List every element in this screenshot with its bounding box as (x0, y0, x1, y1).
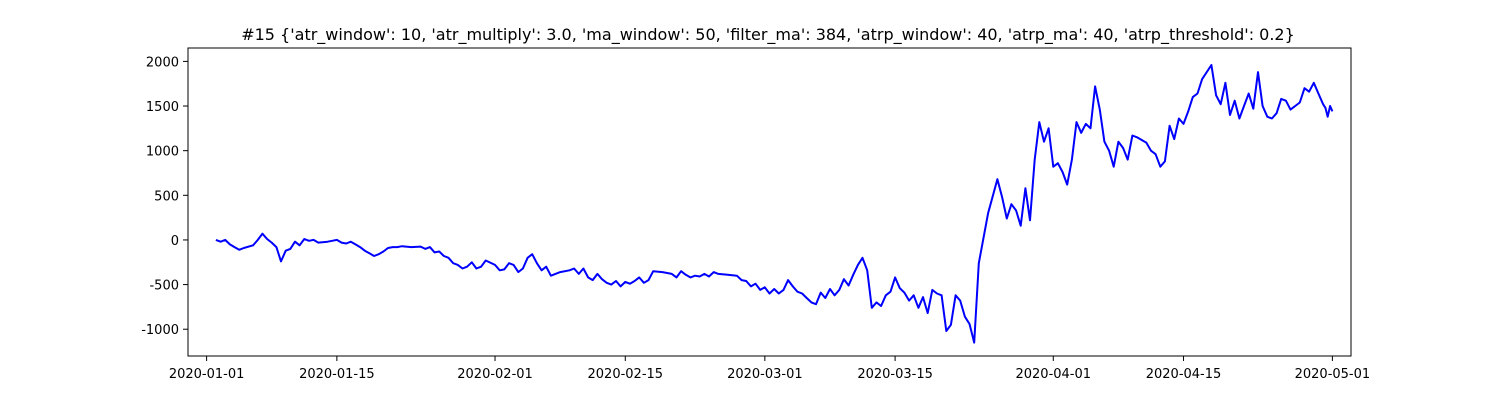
y-tick-label: 1000 (146, 145, 179, 160)
y-tick-label: 2000 (146, 55, 179, 70)
x-tick-label: 2020-04-15 (1146, 367, 1222, 382)
x-tick-label: 2020-01-15 (299, 367, 375, 382)
y-tick-label: 0 (171, 234, 179, 249)
x-axis: 2020-01-01 2020-01-15 2020-02-01 2020-02-15… (169, 356, 1370, 382)
x-tick-label: 2020-04-01 (1015, 367, 1091, 382)
y-tick-label: -500 (149, 279, 179, 294)
x-tick-label: 2020-01-01 (169, 367, 245, 382)
chart-title: #15 {'atr_window': 10, 'atr_multiply': 3… (241, 25, 1295, 45)
x-tick-label: 2020-03-01 (727, 367, 803, 382)
x-tick-label: 2020-05-01 (1295, 367, 1371, 382)
x-tick-label: 2020-02-15 (588, 367, 664, 382)
y-axis: -1000 -500 0 500 1000 1500 2000 (141, 55, 188, 338)
equity-series-line (215, 64, 1334, 344)
x-tick-label: 2020-03-15 (857, 367, 933, 382)
x-tick-label: 2020-02-01 (457, 367, 533, 382)
plot-area (187, 47, 1352, 357)
y-tick-label: 500 (154, 189, 179, 204)
y-tick-label: -1000 (141, 323, 179, 338)
y-tick-label: 1500 (146, 100, 179, 115)
